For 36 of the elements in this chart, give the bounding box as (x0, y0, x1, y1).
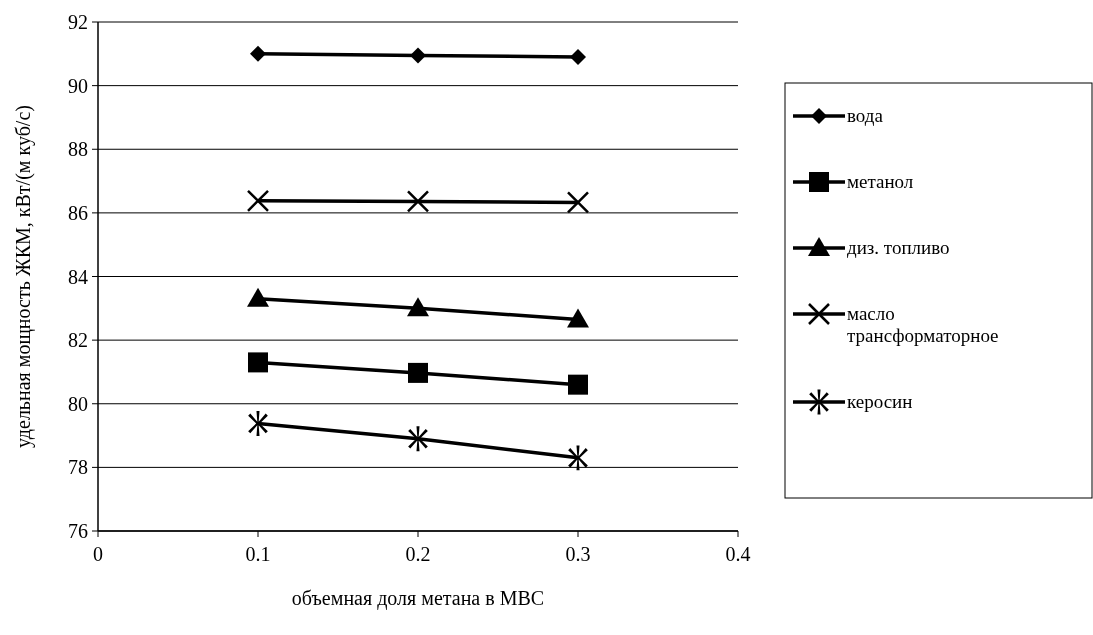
y-tick-label: 80 (68, 392, 88, 415)
y-tick-label: 82 (68, 329, 88, 352)
point (406, 190, 430, 213)
x-tick-label: 0.2 (405, 543, 431, 565)
y-tick-label: 86 (68, 201, 88, 224)
y-axis-title: удельная мощность ЖКМ, кВт/(м куб/с) (12, 105, 35, 448)
legend-label: керосин (847, 391, 913, 412)
legend-label: диз. топливо (847, 237, 950, 258)
x-axis-title: объемная доля метана в МВС (291, 587, 545, 610)
point (566, 191, 590, 214)
point (408, 426, 428, 452)
legend-label: вода (847, 105, 884, 126)
point (247, 287, 269, 307)
point (567, 308, 589, 328)
point (407, 297, 429, 317)
point (568, 374, 588, 395)
y-tick-label: 78 (68, 456, 88, 479)
point (246, 189, 270, 213)
legend-label: масло трансформаторное (847, 303, 999, 346)
point (410, 47, 426, 64)
point (248, 411, 268, 436)
y-tick-label: 92 (68, 11, 88, 33)
y-tick-label: 84 (68, 265, 88, 288)
legend-label: метанол (847, 171, 914, 192)
x-tick-label: 0.1 (245, 543, 271, 565)
x-tick-label: 0.3 (565, 543, 591, 565)
point (250, 45, 266, 62)
y-tick-label: 76 (68, 520, 88, 542)
point (568, 445, 588, 471)
x-tick-label: 0.4 (725, 543, 751, 565)
y-tick-label: 90 (68, 74, 88, 97)
point (248, 352, 268, 373)
x-tick-label: 0 (93, 543, 103, 565)
point (408, 362, 428, 383)
point (570, 48, 586, 65)
y-tick-label: 88 (68, 138, 88, 161)
